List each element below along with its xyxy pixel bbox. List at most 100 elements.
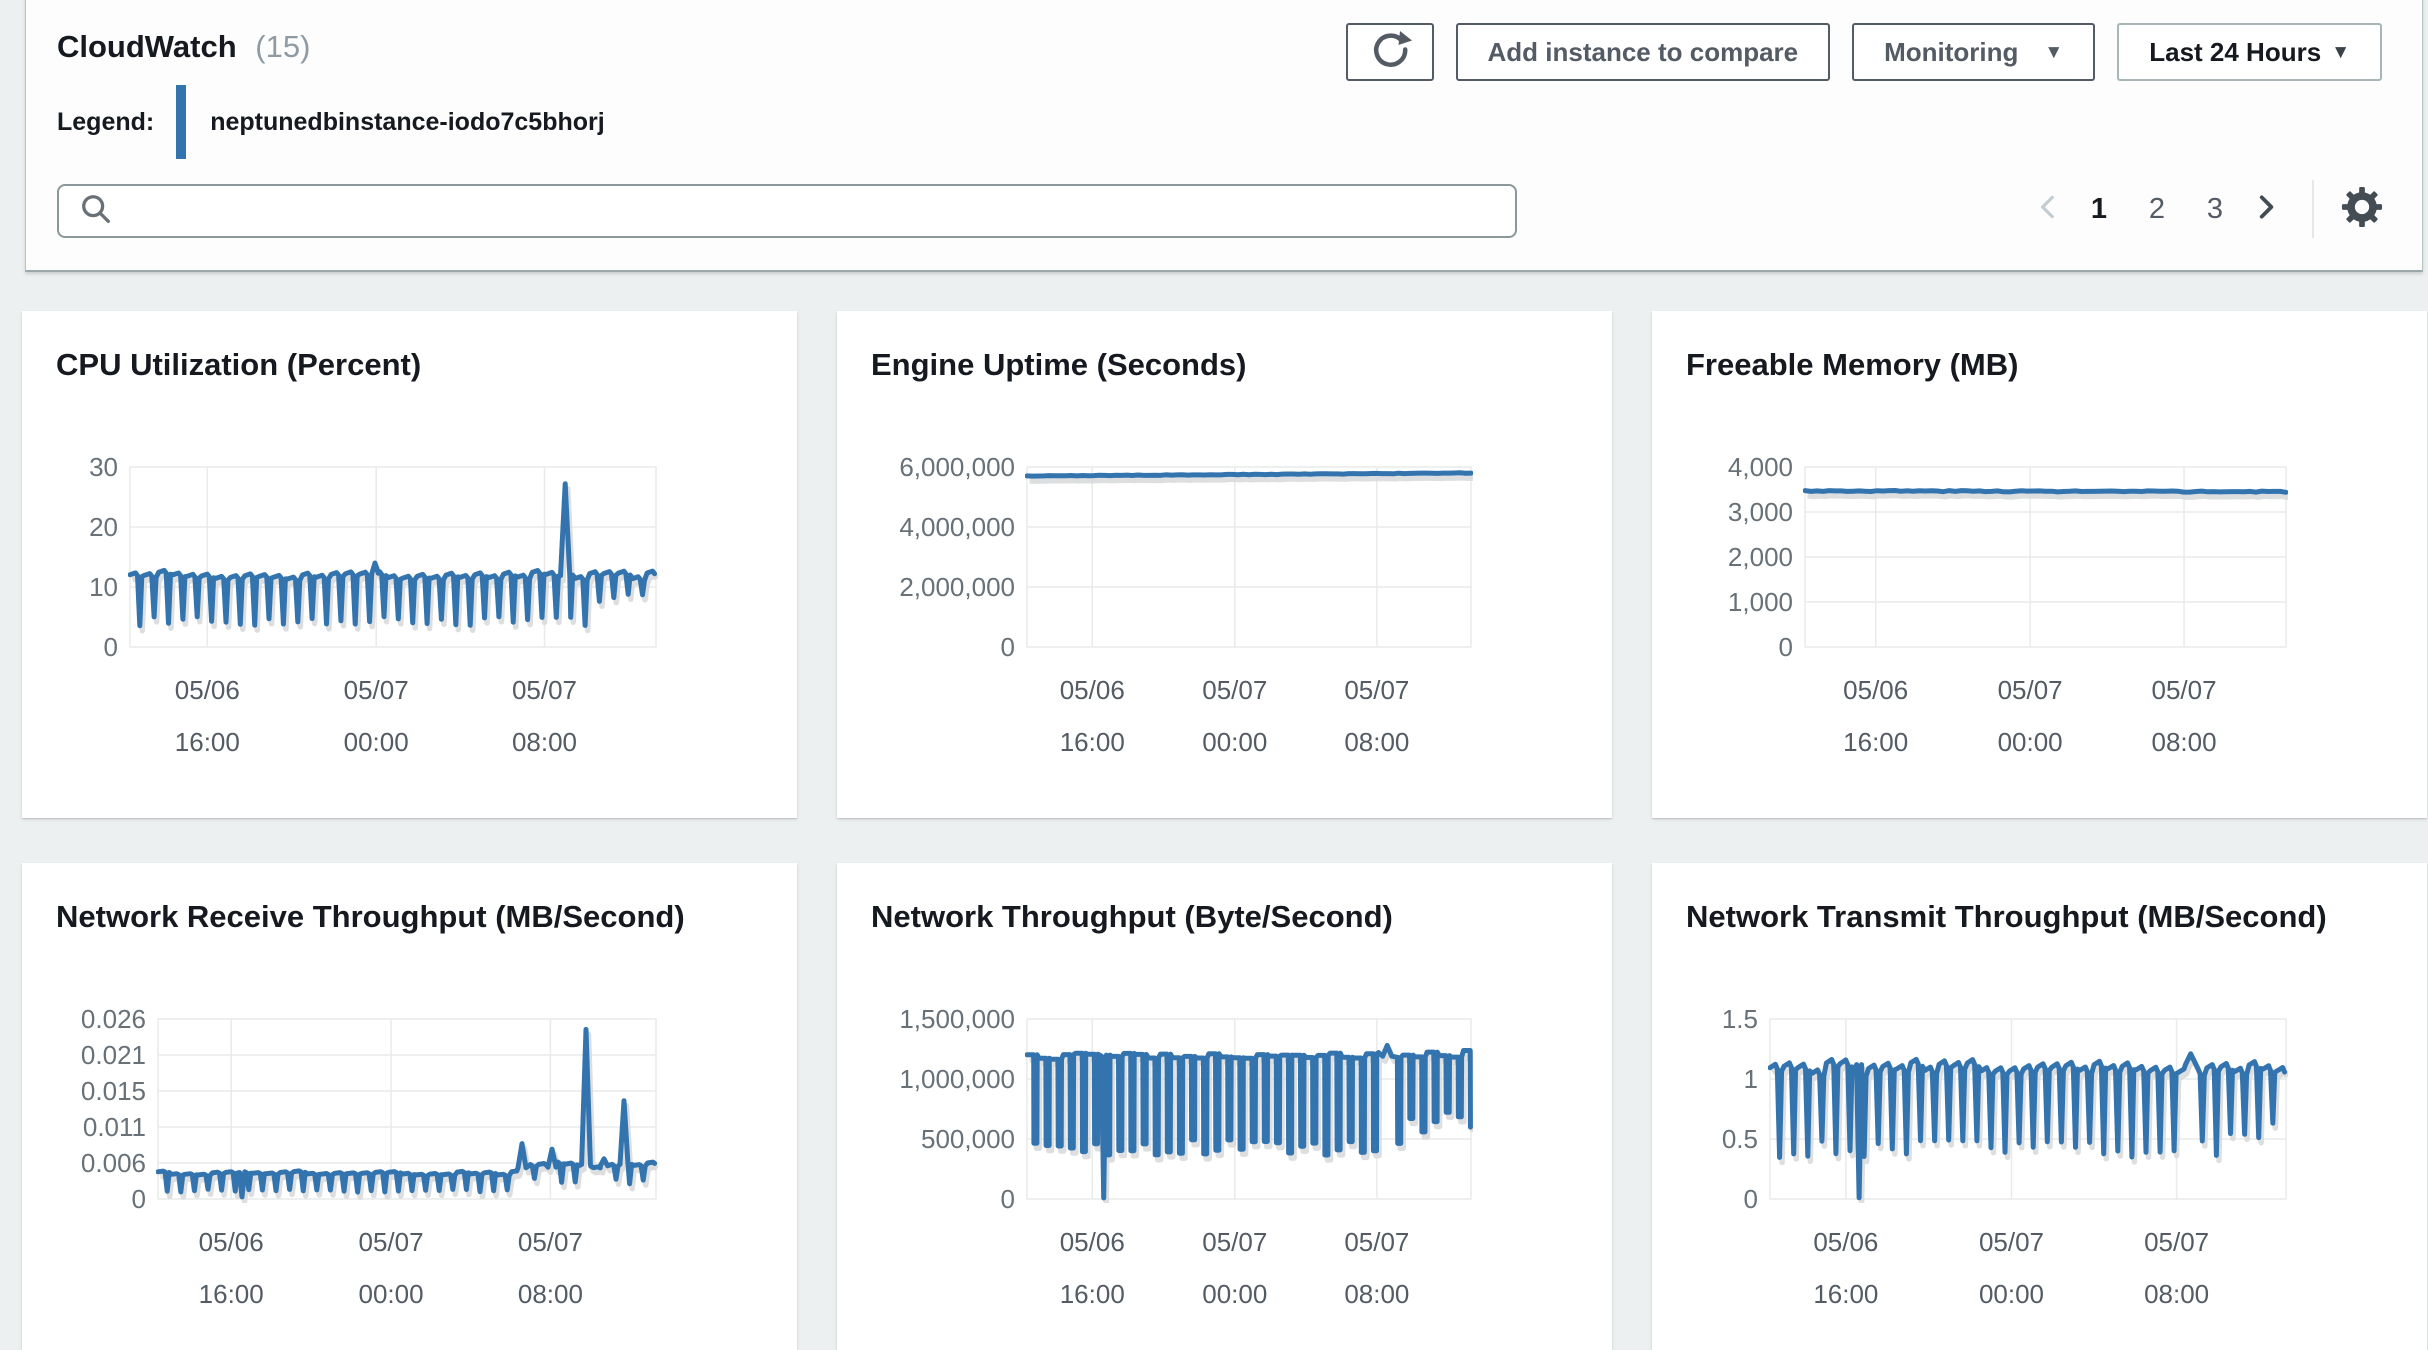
svg-text:0: 0 xyxy=(1001,632,1015,662)
svg-text:05/07: 05/07 xyxy=(1344,675,1409,705)
legend: Legend: neptunedbinstance-iodo7c5bhorj xyxy=(57,85,605,159)
svg-text:0.015: 0.015 xyxy=(81,1076,146,1106)
page-number-3[interactable]: 3 xyxy=(2206,192,2224,225)
svg-text:05/07: 05/07 xyxy=(1202,675,1267,705)
time-range-select[interactable]: Last 24 Hours ▼ xyxy=(2117,23,2382,81)
previous-page-button[interactable] xyxy=(2026,187,2070,231)
svg-text:00:00: 00:00 xyxy=(1202,727,1267,757)
chart-card: Engine Uptime (Seconds) 6,000,000 4,000,0… xyxy=(837,311,1612,818)
svg-text:05/07: 05/07 xyxy=(518,1227,583,1257)
monitoring-dropdown-button[interactable]: Monitoring ▼ xyxy=(1852,23,2096,81)
chart-canvas-1: 6,000,000 4,000,000 2,000,000 0 05/06 16:00 05… xyxy=(899,452,1473,757)
svg-text:16:00: 16:00 xyxy=(199,1279,264,1309)
chevron-right-icon xyxy=(2251,192,2281,227)
chart-title: CPU Utilization (Percent) xyxy=(56,345,763,385)
svg-text:05/07: 05/07 xyxy=(2151,675,2216,705)
pagination-divider xyxy=(2312,180,2314,238)
svg-text:1.5: 1.5 xyxy=(1722,1004,1758,1034)
svg-text:1: 1 xyxy=(1744,1064,1758,1094)
add-instance-label: Add instance to compare xyxy=(1487,36,1799,67)
chart-title-text: Freeable Memory xyxy=(1686,347,1950,382)
chart-title-text: Engine Uptime xyxy=(871,347,1097,382)
monitoring-label: Monitoring xyxy=(1884,36,2019,67)
svg-text:0.5: 0.5 xyxy=(1722,1124,1758,1154)
chart-title: Freeable Memory (MB) xyxy=(1686,345,2393,385)
chart-title-text: Network Transmit Throughput xyxy=(1686,899,2138,934)
svg-text:08:00: 08:00 xyxy=(2144,1279,2209,1309)
svg-text:0.021: 0.021 xyxy=(81,1040,146,1070)
legend-instance-name: neptunedbinstance-iodo7c5bhorj xyxy=(210,107,605,136)
svg-text:05/07: 05/07 xyxy=(359,1227,424,1257)
svg-text:05/06: 05/06 xyxy=(175,675,240,705)
add-instance-to-compare-button[interactable]: Add instance to compare xyxy=(1455,23,1831,81)
chart-canvas-0: 30 20 10 0 05/06 16:00 05/07 00:00 05/07 08:00 xyxy=(89,452,658,757)
svg-text:6,000,000: 6,000,000 xyxy=(899,452,1015,482)
chevron-down-icon: ▼ xyxy=(2331,41,2350,63)
time-range-label: Last 24 Hours xyxy=(2149,36,2322,67)
svg-text:1,000,000: 1,000,000 xyxy=(899,1064,1015,1094)
chart-title-text: CPU Utilization xyxy=(56,347,287,382)
svg-text:0: 0 xyxy=(1001,1184,1015,1214)
svg-text:4,000,000: 4,000,000 xyxy=(899,512,1015,542)
page-title-text: CloudWatch xyxy=(57,29,237,64)
chart-unit-text: (Byte/Second) xyxy=(1184,899,1393,934)
chevron-down-icon: ▼ xyxy=(2044,41,2064,63)
svg-text:20: 20 xyxy=(89,512,118,542)
next-page-button[interactable] xyxy=(2244,187,2288,231)
header-actions: Add instance to compare Monitoring ▼ Las… xyxy=(1345,23,2382,81)
chart-card: CPU Utilization (Percent) 30 20 10 0 05/06 16… xyxy=(22,311,797,818)
chart-card: Network Throughput (Byte/Second) 1,500,0… xyxy=(837,863,1612,1350)
svg-text:10: 10 xyxy=(89,572,118,602)
chart-unit-text: (MB/Second) xyxy=(495,899,685,934)
chart-card: Network Transmit Throughput (MB/Second) … xyxy=(1652,863,2427,1350)
search-icon xyxy=(79,192,113,231)
refresh-button[interactable] xyxy=(1345,23,1434,81)
svg-text:3,000: 3,000 xyxy=(1728,497,1793,527)
svg-text:05/07: 05/07 xyxy=(1344,1227,1409,1257)
svg-text:05/06: 05/06 xyxy=(1060,1227,1125,1257)
svg-text:16:00: 16:00 xyxy=(1843,727,1908,757)
svg-text:00:00: 00:00 xyxy=(1979,1279,2044,1309)
chart-title-text: Network Throughput xyxy=(871,899,1185,934)
svg-text:16:00: 16:00 xyxy=(1813,1279,1878,1309)
svg-text:00:00: 00:00 xyxy=(344,727,409,757)
search-box[interactable] xyxy=(57,184,1517,238)
svg-text:05/07: 05/07 xyxy=(2144,1227,2209,1257)
svg-text:00:00: 00:00 xyxy=(1998,727,2063,757)
svg-text:16:00: 16:00 xyxy=(1060,1279,1125,1309)
legend-label: Legend: xyxy=(57,107,155,136)
svg-text:00:00: 00:00 xyxy=(1202,1279,1267,1309)
header-panel: CloudWatch (15) Add instance to compare … xyxy=(25,0,2423,272)
page-title: CloudWatch (15) xyxy=(57,29,310,65)
chevron-left-icon xyxy=(2033,192,2063,227)
svg-text:16:00: 16:00 xyxy=(175,727,240,757)
settings-button[interactable] xyxy=(2334,181,2390,237)
svg-text:05/07: 05/07 xyxy=(1979,1227,2044,1257)
chart-canvas-2: 4,000 3,000 2,000 1,000 0 05/06 16:00 05/07 00:0… xyxy=(1728,452,2288,757)
svg-text:05/06: 05/06 xyxy=(1813,1227,1878,1257)
svg-text:08:00: 08:00 xyxy=(1344,727,1409,757)
chart-unit-text: (MB) xyxy=(1949,347,2019,382)
svg-text:05/07: 05/07 xyxy=(1998,675,2063,705)
svg-text:16:00: 16:00 xyxy=(1060,727,1125,757)
chart-card: Network Receive Throughput (MB/Second) 0… xyxy=(22,863,797,1350)
chart-title-text: Network Receive Throughput xyxy=(56,899,496,934)
svg-text:0: 0 xyxy=(1744,1184,1758,1214)
svg-text:08:00: 08:00 xyxy=(1344,1279,1409,1309)
chart-unit-text: (Percent) xyxy=(286,347,422,382)
svg-text:08:00: 08:00 xyxy=(512,727,577,757)
svg-text:08:00: 08:00 xyxy=(518,1279,583,1309)
refresh-icon xyxy=(1368,27,1412,78)
chart-card: Freeable Memory (MB) 4,000 3,000 2,000 1,00… xyxy=(1652,311,2427,818)
page-number-2[interactable]: 2 xyxy=(2148,192,2166,225)
page-number-1[interactable]: 1 xyxy=(2090,192,2108,225)
search-input[interactable] xyxy=(127,186,1515,236)
chart-unit-text: (Seconds) xyxy=(1096,347,1247,382)
svg-text:05/07: 05/07 xyxy=(344,675,409,705)
svg-text:2,000,000: 2,000,000 xyxy=(899,572,1015,602)
chart-title: Network Transmit Throughput (MB/Second) xyxy=(1686,897,2393,937)
chart-title: Network Throughput (Byte/Second) xyxy=(871,897,1578,937)
chart-title: Network Receive Throughput (MB/Second) xyxy=(56,897,763,937)
svg-text:1,500,000: 1,500,000 xyxy=(899,1004,1015,1034)
svg-text:4,000: 4,000 xyxy=(1728,452,1793,482)
